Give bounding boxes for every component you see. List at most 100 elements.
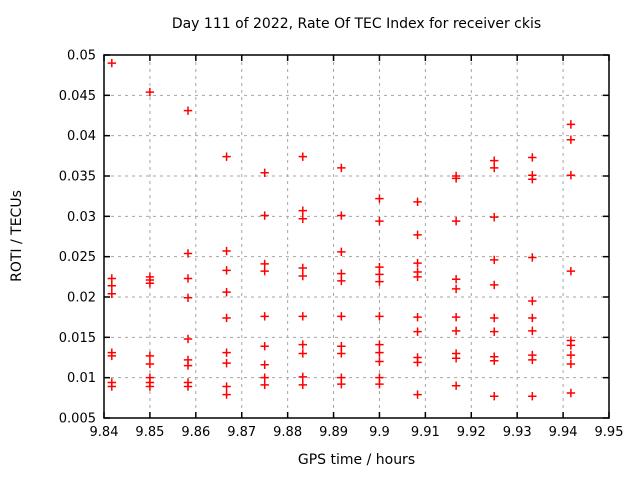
x-axis-label: GPS time / hours [297, 452, 416, 468]
data-point-marker [490, 356, 499, 365]
data-point-marker [337, 163, 346, 173]
x-tick-label: 9.94 [549, 425, 578, 440]
data-point-marker [413, 390, 422, 399]
data-point-marker [222, 313, 231, 323]
y-tick-label: 0.02 [67, 291, 96, 306]
data-point-marker [298, 263, 307, 273]
data-point-marker [298, 380, 307, 390]
data-point-marker [413, 230, 422, 240]
data-point-marker [222, 246, 231, 256]
data-point-marker [528, 175, 537, 184]
x-tick-label: 9.9 [369, 425, 390, 440]
data-point-marker [107, 281, 117, 290]
data-point-marker [183, 382, 193, 391]
y-tick-label: 0.025 [59, 250, 96, 265]
x-tick-label: 9.91 [411, 425, 440, 440]
data-point-marker [566, 120, 576, 129]
data-point-marker [298, 206, 307, 215]
data-point-marker [566, 170, 576, 180]
data-point-marker [107, 351, 117, 361]
data-point-marker [375, 277, 384, 286]
y-tick-label: 0.03 [67, 210, 96, 225]
data-point-marker [490, 392, 499, 401]
data-point-marker [451, 216, 461, 226]
data-point-marker [490, 327, 499, 336]
data-point-marker [298, 152, 307, 161]
y-tick-label: 0.005 [59, 412, 96, 427]
data-point-marker [298, 340, 307, 349]
data-point-marker [260, 312, 269, 321]
data-point-marker [451, 326, 461, 336]
data-point-marker [566, 359, 576, 369]
data-point-marker [222, 287, 231, 297]
data-point-marker [145, 382, 155, 391]
data-point-marker [183, 106, 193, 115]
data-point-marker [413, 258, 422, 268]
data-point-marker [145, 279, 155, 288]
data-point-marker [337, 269, 346, 278]
data-point-marker [528, 296, 537, 306]
x-tick-label: 9.88 [273, 425, 302, 440]
data-point-marker [528, 355, 537, 365]
data-point-marker [260, 211, 269, 220]
data-point-marker [145, 87, 155, 97]
data-point-marker [183, 274, 193, 283]
data-point-marker [566, 350, 576, 360]
data-point-marker [413, 272, 422, 282]
data-point-marker [413, 327, 422, 336]
data-point-marker [298, 214, 307, 223]
data-point-marker [107, 274, 117, 283]
data-point-marker [490, 280, 499, 290]
data-point-marker [183, 334, 193, 344]
data-point-marker [260, 380, 269, 390]
data-point-marker [183, 361, 193, 370]
y-tick-label: 0.035 [59, 170, 96, 185]
data-point-marker [566, 388, 576, 398]
y-tick-label: 0.015 [59, 331, 96, 346]
x-tick-label: 9.89 [319, 425, 348, 440]
data-point-marker [528, 153, 537, 162]
data-point-marker [528, 326, 537, 336]
data-point-marker [260, 168, 269, 177]
data-point-marker [375, 340, 384, 349]
data-point-marker [490, 156, 499, 165]
y-tick-label: 0.01 [67, 371, 96, 386]
data-point-marker [413, 312, 422, 322]
x-tick-label: 9.92 [457, 425, 486, 440]
x-tick-label: 9.84 [90, 425, 119, 440]
data-point-marker [222, 390, 231, 399]
data-point-marker [490, 313, 499, 323]
data-point-marker [375, 216, 384, 226]
data-point-marker [451, 312, 461, 322]
data-point-marker [107, 382, 117, 391]
data-point-marker [375, 348, 384, 357]
x-tick-label: 9.95 [595, 425, 624, 440]
data-point-marker [413, 358, 422, 367]
data-point-marker [298, 372, 307, 382]
data-point-marker [337, 276, 346, 286]
data-point-marker [451, 174, 461, 183]
data-point-marker [528, 253, 537, 262]
data-point-marker [490, 255, 499, 265]
data-point-marker [490, 212, 499, 222]
data-point-marker [260, 360, 269, 369]
data-point-marker [528, 392, 537, 401]
data-point-marker [260, 342, 269, 351]
y-tick-label: 0.05 [67, 49, 96, 64]
y-tick-label: 0.04 [67, 129, 96, 144]
plot-border [103, 54, 610, 419]
data-point-marker [337, 211, 346, 220]
data-point-marker [260, 266, 269, 276]
data-point-marker [413, 197, 422, 207]
data-point-marker [222, 152, 231, 161]
x-tick-label: 9.86 [181, 425, 210, 440]
data-point-marker [375, 270, 384, 279]
data-point-marker [375, 357, 384, 366]
data-point-marker [260, 259, 269, 269]
data-point-marker [183, 249, 193, 258]
data-point-marker [451, 381, 461, 390]
data-point-marker [337, 247, 346, 257]
data-point-marker [107, 58, 117, 68]
